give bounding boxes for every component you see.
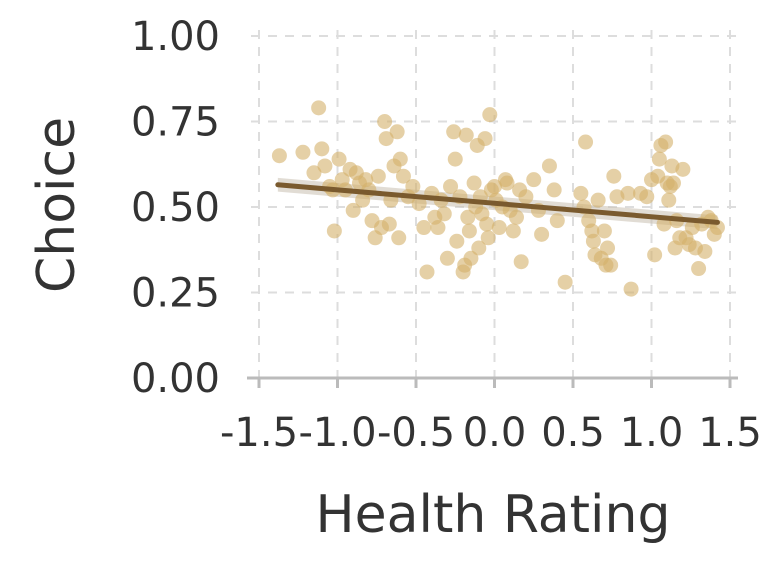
data-point-67 bbox=[491, 220, 507, 236]
data-point-75 bbox=[513, 254, 529, 270]
data-point-46 bbox=[449, 233, 465, 249]
data-point-102 bbox=[639, 189, 655, 205]
data-point-76 bbox=[518, 189, 534, 205]
data-point-41 bbox=[436, 206, 452, 222]
data-point-33 bbox=[405, 178, 421, 194]
data-point-84 bbox=[573, 185, 589, 201]
data-point-24 bbox=[378, 131, 394, 147]
data-point-91 bbox=[590, 192, 606, 208]
y-axis-title: Choice bbox=[27, 117, 87, 293]
y-axis-ticks: 0.00 0.25 0.50 0.75 1.00 bbox=[131, 14, 220, 402]
data-point-29 bbox=[391, 230, 407, 246]
data-point-106 bbox=[651, 151, 667, 167]
data-point-21 bbox=[370, 168, 386, 184]
data-point-25 bbox=[381, 216, 397, 232]
data-point-79 bbox=[534, 226, 550, 242]
x-axis-title: Health Rating bbox=[316, 485, 671, 545]
data-point-51 bbox=[460, 209, 476, 225]
data-point-1 bbox=[295, 144, 311, 160]
data-point-4 bbox=[314, 141, 330, 157]
data-point-36 bbox=[419, 264, 435, 280]
data-point-82 bbox=[549, 213, 565, 229]
x-tick-label-1: -1.0 bbox=[298, 410, 376, 456]
data-point-65 bbox=[487, 178, 502, 194]
data-point-70 bbox=[499, 175, 515, 191]
x-tick-label-4: 0.5 bbox=[541, 410, 605, 456]
data-point-125 bbox=[697, 243, 713, 259]
data-point-93 bbox=[596, 223, 612, 239]
data-point-62 bbox=[480, 230, 496, 246]
data-point-81 bbox=[546, 182, 562, 198]
x-tick-label-2: -0.5 bbox=[377, 410, 455, 456]
x-tick-label-3: 0.0 bbox=[463, 410, 527, 456]
data-point-83 bbox=[557, 274, 573, 290]
trend-line bbox=[275, 182, 720, 225]
y-tick-label-2: 0.50 bbox=[131, 185, 220, 231]
data-point-28 bbox=[389, 124, 405, 140]
data-point-45 bbox=[447, 151, 463, 167]
data-point-2 bbox=[306, 165, 322, 181]
y-tick-label-0: 0.00 bbox=[131, 356, 220, 402]
data-point-86 bbox=[578, 134, 594, 150]
y-tick-label-4: 1.00 bbox=[131, 14, 220, 60]
data-point-5 bbox=[317, 158, 333, 174]
data-point-100 bbox=[623, 281, 639, 297]
data-point-95 bbox=[600, 240, 616, 256]
data-point-77 bbox=[526, 172, 542, 188]
data-point-61 bbox=[479, 216, 495, 232]
data-point-53 bbox=[463, 250, 479, 266]
data-point-50 bbox=[458, 127, 474, 143]
data-point-9 bbox=[331, 151, 347, 167]
data-point-34 bbox=[411, 196, 427, 212]
data-point-114 bbox=[665, 175, 681, 191]
data-point-3 bbox=[311, 100, 327, 116]
data-point-43 bbox=[443, 178, 459, 194]
x-axis-ticks: -1.5 -1.0 -0.5 0.0 0.5 1.0 1.5 bbox=[220, 378, 762, 456]
x-tick-label-5: 1.0 bbox=[620, 410, 684, 456]
data-point-89 bbox=[585, 233, 601, 249]
data-point-111 bbox=[661, 192, 677, 208]
data-point-60 bbox=[477, 131, 493, 147]
y-tick-label-3: 0.75 bbox=[131, 100, 220, 146]
data-points bbox=[271, 100, 725, 297]
data-point-8 bbox=[326, 223, 342, 239]
data-point-0 bbox=[271, 148, 287, 164]
data-point-118 bbox=[675, 161, 691, 177]
data-point-72 bbox=[505, 223, 521, 239]
data-point-123 bbox=[691, 261, 707, 277]
x-tick-label-0: -1.5 bbox=[220, 410, 298, 456]
data-point-31 bbox=[395, 168, 411, 184]
data-point-54 bbox=[466, 175, 482, 191]
trend-line-group bbox=[275, 182, 720, 225]
data-point-30 bbox=[392, 151, 408, 167]
data-point-109 bbox=[658, 134, 674, 150]
y-tick-label-1: 0.25 bbox=[131, 271, 220, 317]
data-point-42 bbox=[439, 250, 455, 266]
data-point-35 bbox=[416, 220, 432, 236]
data-point-63 bbox=[482, 107, 498, 123]
data-point-97 bbox=[606, 168, 622, 184]
data-point-13 bbox=[345, 202, 361, 218]
data-point-99 bbox=[620, 185, 636, 201]
x-tick-label-6: 1.5 bbox=[698, 410, 762, 456]
data-point-57 bbox=[471, 240, 487, 256]
data-point-52 bbox=[461, 223, 477, 239]
data-point-96 bbox=[603, 257, 619, 273]
data-point-73 bbox=[508, 209, 524, 225]
data-point-23 bbox=[377, 114, 393, 129]
data-point-104 bbox=[647, 247, 663, 263]
data-point-80 bbox=[541, 158, 557, 174]
data-point-39 bbox=[430, 220, 446, 236]
data-point-44 bbox=[446, 124, 462, 140]
